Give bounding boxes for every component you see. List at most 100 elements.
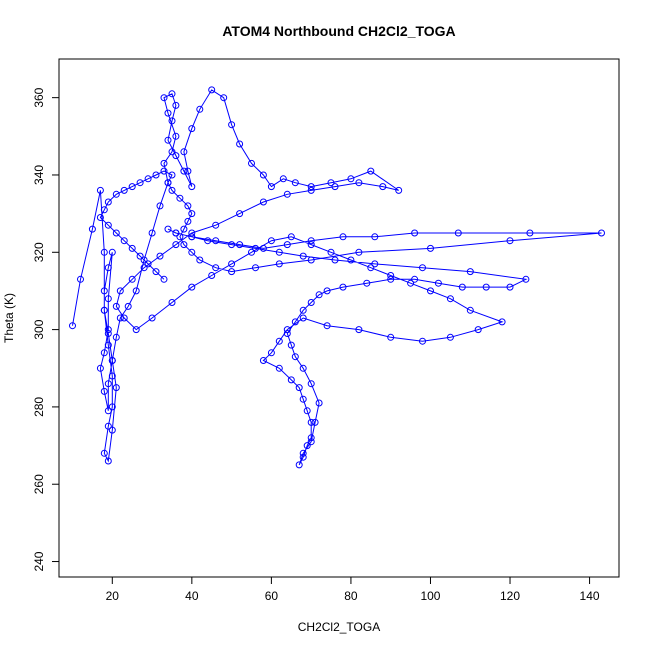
data-point [208, 272, 216, 279]
data-point [220, 94, 228, 102]
data-point [295, 461, 303, 469]
y-tick-label: 240 [32, 551, 46, 571]
data-point [526, 229, 534, 237]
data-point [307, 299, 315, 306]
y-tick-label: 340 [32, 165, 46, 185]
data-point [132, 326, 140, 334]
data-point [164, 109, 172, 117]
series-line [72, 89, 602, 466]
data-point [168, 148, 176, 156]
data-point [160, 159, 168, 167]
data-point [434, 279, 442, 287]
data-point [164, 225, 172, 233]
data-point [446, 295, 454, 303]
data-point [367, 167, 375, 175]
y-tick-label: 360 [32, 87, 46, 107]
data-point [136, 179, 144, 187]
data-point [124, 302, 132, 310]
data-point [307, 418, 315, 426]
data-point [148, 229, 156, 237]
data-point [100, 248, 108, 256]
data-point [291, 318, 299, 326]
data-point [164, 179, 172, 187]
data-point [184, 167, 192, 175]
data-point [172, 152, 180, 160]
data-point [168, 186, 176, 194]
plot-frame [58, 58, 620, 578]
data-point [522, 275, 530, 283]
data-point [188, 210, 196, 218]
data-point [184, 217, 192, 225]
data-point [112, 302, 120, 310]
data-point [411, 229, 419, 237]
data-point [355, 326, 363, 334]
data-point [140, 264, 148, 272]
x-tick-label: 40 [185, 589, 199, 603]
data-point [371, 233, 379, 241]
data-point [104, 380, 112, 388]
data-point [379, 183, 387, 191]
data-point [104, 198, 112, 206]
data-point [180, 167, 188, 175]
data-point [156, 252, 164, 260]
data-point [168, 117, 176, 125]
data-point [248, 248, 255, 256]
data-point [303, 442, 311, 450]
data-point [104, 341, 112, 349]
data-point [311, 418, 319, 426]
data-point [287, 376, 295, 384]
data-point [188, 248, 196, 256]
x-tick-label: 100 [420, 589, 440, 603]
data-point [160, 275, 168, 283]
data-point [299, 453, 307, 461]
data-point [180, 225, 188, 233]
data-point [108, 357, 116, 364]
data-point [498, 318, 506, 326]
data-point [283, 241, 291, 249]
x-tick-label: 120 [500, 589, 520, 603]
data-point [283, 190, 291, 198]
data-point [176, 233, 184, 241]
x-tick-label: 20 [106, 589, 120, 603]
data-point [144, 175, 152, 183]
data-point [387, 272, 395, 279]
data-point [172, 229, 180, 237]
data-point [395, 186, 403, 194]
data-point [228, 260, 236, 268]
data-point [259, 171, 267, 179]
data-point [208, 86, 216, 94]
y-tick-label: 260 [32, 474, 46, 494]
data-point [196, 256, 204, 264]
data-point [427, 287, 434, 295]
data-point [152, 268, 160, 276]
data-point [188, 233, 196, 241]
data-point [104, 407, 112, 415]
data-point [299, 314, 307, 322]
data-point [307, 434, 315, 442]
data-point [148, 314, 156, 322]
data-point [287, 341, 295, 349]
data-point [315, 399, 323, 407]
data-point [100, 287, 108, 295]
y-tick-label: 320 [32, 242, 46, 262]
data-point [355, 248, 363, 256]
data-point [291, 353, 299, 361]
data-point [104, 457, 112, 465]
data-point [331, 183, 339, 191]
data-point [160, 94, 168, 102]
data-point [327, 248, 335, 256]
data-point [267, 237, 275, 245]
data-point [188, 125, 196, 133]
data-point [339, 233, 347, 241]
data-point [96, 364, 104, 372]
data-point [188, 229, 196, 237]
data-point [128, 183, 136, 191]
data-point [466, 268, 474, 276]
data-point [168, 171, 176, 179]
data-point [287, 233, 295, 241]
data-point [104, 330, 112, 337]
data-point [259, 357, 267, 364]
data-point [411, 275, 419, 283]
data-point [303, 407, 311, 415]
